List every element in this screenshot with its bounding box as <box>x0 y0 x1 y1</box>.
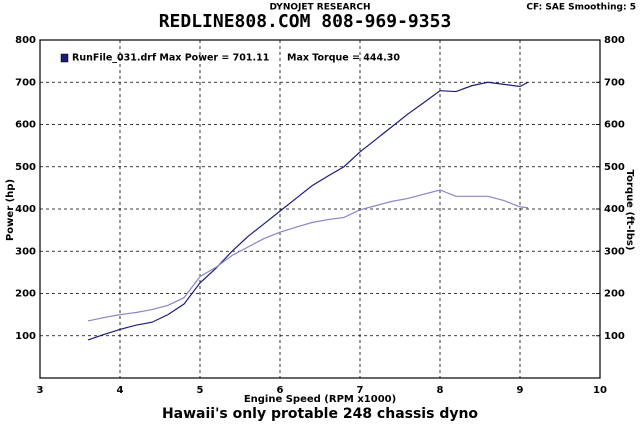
x-tick-label: 10 <box>593 385 607 396</box>
chart-title: REDLINE808.COM 808-969-9353 <box>159 11 452 32</box>
y2-tick-label: 200 <box>604 289 625 300</box>
x-tick-label: 5 <box>197 385 204 396</box>
y2-tick-label: 700 <box>604 77 625 88</box>
y2-tick-label: 600 <box>604 120 625 131</box>
y-tick-label: 700 <box>15 77 36 88</box>
y-tick-label: 800 <box>15 35 36 46</box>
legend-label: Max Torque = 444.30 <box>287 53 400 64</box>
x-tick-label: 8 <box>437 385 444 396</box>
x-tick-label: 3 <box>37 385 44 396</box>
y-tick-label: 100 <box>15 331 36 342</box>
y2-tick-label: 100 <box>604 331 625 342</box>
y2-tick-label: 500 <box>604 162 625 173</box>
y-tick-label: 400 <box>15 204 36 215</box>
caption: Hawaii's only protable 248 chassis dyno <box>162 406 478 422</box>
y-tick-label: 200 <box>15 289 36 300</box>
x-tick-label: 6 <box>277 385 284 396</box>
header: DYNOJET RESEARCH <box>269 3 370 13</box>
y-tick-label: 300 <box>15 246 36 257</box>
y2-tick-label: 400 <box>604 204 625 215</box>
y2-axis-label: Torque (ft-lbs) <box>624 170 635 251</box>
y2-tick-label: 300 <box>604 246 625 257</box>
series-line <box>87 81 529 341</box>
y-tick-label: 500 <box>15 162 36 173</box>
x-tick-label: 7 <box>357 385 364 396</box>
y-axis-label: Power (hp) <box>5 179 16 241</box>
x-tick-label: 4 <box>117 385 124 396</box>
legend-label: RunFile_031.drf Max Power = 701.11 <box>72 53 269 64</box>
y2-tick-label: 800 <box>604 35 625 46</box>
x-axis-label: Engine Speed (RPM x1000) <box>244 394 396 405</box>
x-tick-label: 9 <box>517 385 524 396</box>
legend-swatch <box>60 53 69 63</box>
y-tick-label: 600 <box>15 120 36 131</box>
series-line <box>87 189 529 322</box>
settings-note: CF: SAE Smoothing: 5 <box>526 3 636 13</box>
